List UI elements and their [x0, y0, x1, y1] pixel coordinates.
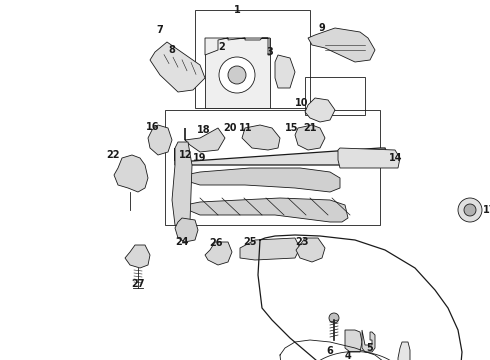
- Circle shape: [228, 66, 246, 84]
- Polygon shape: [185, 192, 348, 222]
- Text: 25: 25: [243, 237, 257, 247]
- Polygon shape: [185, 128, 225, 152]
- Circle shape: [219, 57, 255, 93]
- Polygon shape: [240, 238, 300, 260]
- Polygon shape: [295, 125, 325, 150]
- Polygon shape: [308, 28, 375, 62]
- Polygon shape: [362, 330, 375, 352]
- Polygon shape: [175, 218, 198, 242]
- Text: 10: 10: [295, 98, 309, 108]
- Polygon shape: [185, 165, 340, 192]
- Polygon shape: [175, 148, 388, 165]
- Text: 6: 6: [327, 346, 333, 356]
- Polygon shape: [275, 55, 295, 88]
- Text: 1: 1: [234, 5, 241, 15]
- Bar: [195, 10, 310, 108]
- Text: 4: 4: [344, 351, 351, 360]
- Polygon shape: [296, 238, 325, 262]
- Polygon shape: [125, 245, 150, 268]
- Text: 15: 15: [285, 123, 299, 133]
- Text: 21: 21: [303, 123, 317, 133]
- Polygon shape: [338, 148, 400, 168]
- Text: 24: 24: [175, 237, 189, 247]
- Text: 3: 3: [267, 47, 273, 57]
- Polygon shape: [172, 142, 192, 228]
- Text: 19: 19: [193, 153, 207, 163]
- Text: 16: 16: [146, 122, 160, 132]
- Polygon shape: [150, 42, 205, 92]
- Text: 20: 20: [223, 123, 237, 133]
- Polygon shape: [345, 330, 362, 352]
- Text: 5: 5: [367, 343, 373, 353]
- Polygon shape: [205, 242, 232, 265]
- Bar: [305, 77, 365, 115]
- Bar: [205, 38, 270, 108]
- Circle shape: [458, 198, 482, 222]
- Text: 7: 7: [157, 25, 163, 35]
- Text: 26: 26: [209, 238, 223, 248]
- Text: 2: 2: [219, 42, 225, 52]
- Text: 23: 23: [295, 237, 309, 247]
- Text: 17: 17: [483, 205, 490, 215]
- Circle shape: [329, 313, 339, 323]
- Text: 22: 22: [106, 150, 120, 160]
- Polygon shape: [114, 155, 148, 192]
- Polygon shape: [305, 98, 335, 122]
- Text: 9: 9: [318, 23, 325, 33]
- Polygon shape: [398, 342, 410, 360]
- Polygon shape: [205, 38, 270, 55]
- Text: 8: 8: [169, 45, 175, 55]
- Text: 12: 12: [179, 150, 193, 160]
- Text: 11: 11: [239, 123, 253, 133]
- Circle shape: [464, 204, 476, 216]
- Text: 14: 14: [389, 153, 403, 163]
- Text: 18: 18: [197, 125, 211, 135]
- Polygon shape: [242, 125, 280, 150]
- Text: 27: 27: [131, 279, 145, 289]
- Bar: [165, 110, 380, 225]
- Polygon shape: [148, 125, 172, 155]
